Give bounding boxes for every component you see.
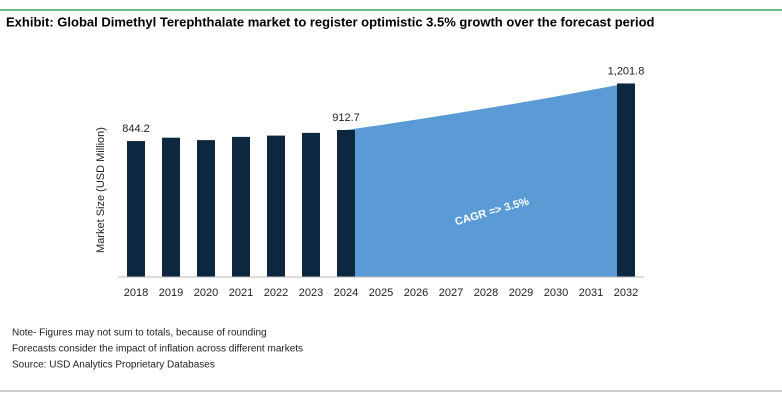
x-tick-label: 2032 [614, 287, 638, 299]
forecast-area [346, 83, 626, 277]
value-label: 912.7 [332, 112, 360, 124]
value-label: 844.2 [122, 123, 150, 135]
y-axis-label: Market Size (USD Million) [95, 127, 107, 253]
x-tick-label: 2026 [404, 287, 428, 299]
x-tick-label: 2025 [369, 287, 393, 299]
x-tick-label: 2029 [509, 287, 533, 299]
bar [127, 141, 145, 277]
bar [337, 130, 355, 277]
x-tick-label: 2020 [194, 287, 218, 299]
x-tick-label: 2027 [439, 287, 463, 299]
x-tick-label: 2030 [544, 287, 568, 299]
note: Note- Figures may not sum to totals, bec… [12, 328, 267, 339]
note: Source: USD Analytics Proprietary Databa… [12, 360, 215, 371]
x-tick-label: 2023 [299, 287, 323, 299]
x-tick-label: 2022 [264, 287, 288, 299]
bar [267, 135, 285, 277]
bar [232, 136, 250, 277]
bar [197, 140, 215, 277]
bar [617, 83, 635, 277]
x-tick-label: 2019 [159, 287, 183, 299]
x-tick-label: 2024 [334, 287, 358, 299]
chart-title: Exhibit: Global Dimethyl Terephthalate m… [6, 14, 655, 29]
value-label: 1,201.8 [608, 65, 645, 77]
x-tick-label: 2021 [229, 287, 253, 299]
note: Forecasts consider the impact of inflati… [12, 344, 303, 355]
x-tick-label: 2031 [579, 287, 603, 299]
x-tick-label: 2028 [474, 287, 498, 299]
bar [302, 132, 320, 277]
x-tick-label: 2018 [124, 287, 148, 299]
bar [162, 137, 180, 277]
